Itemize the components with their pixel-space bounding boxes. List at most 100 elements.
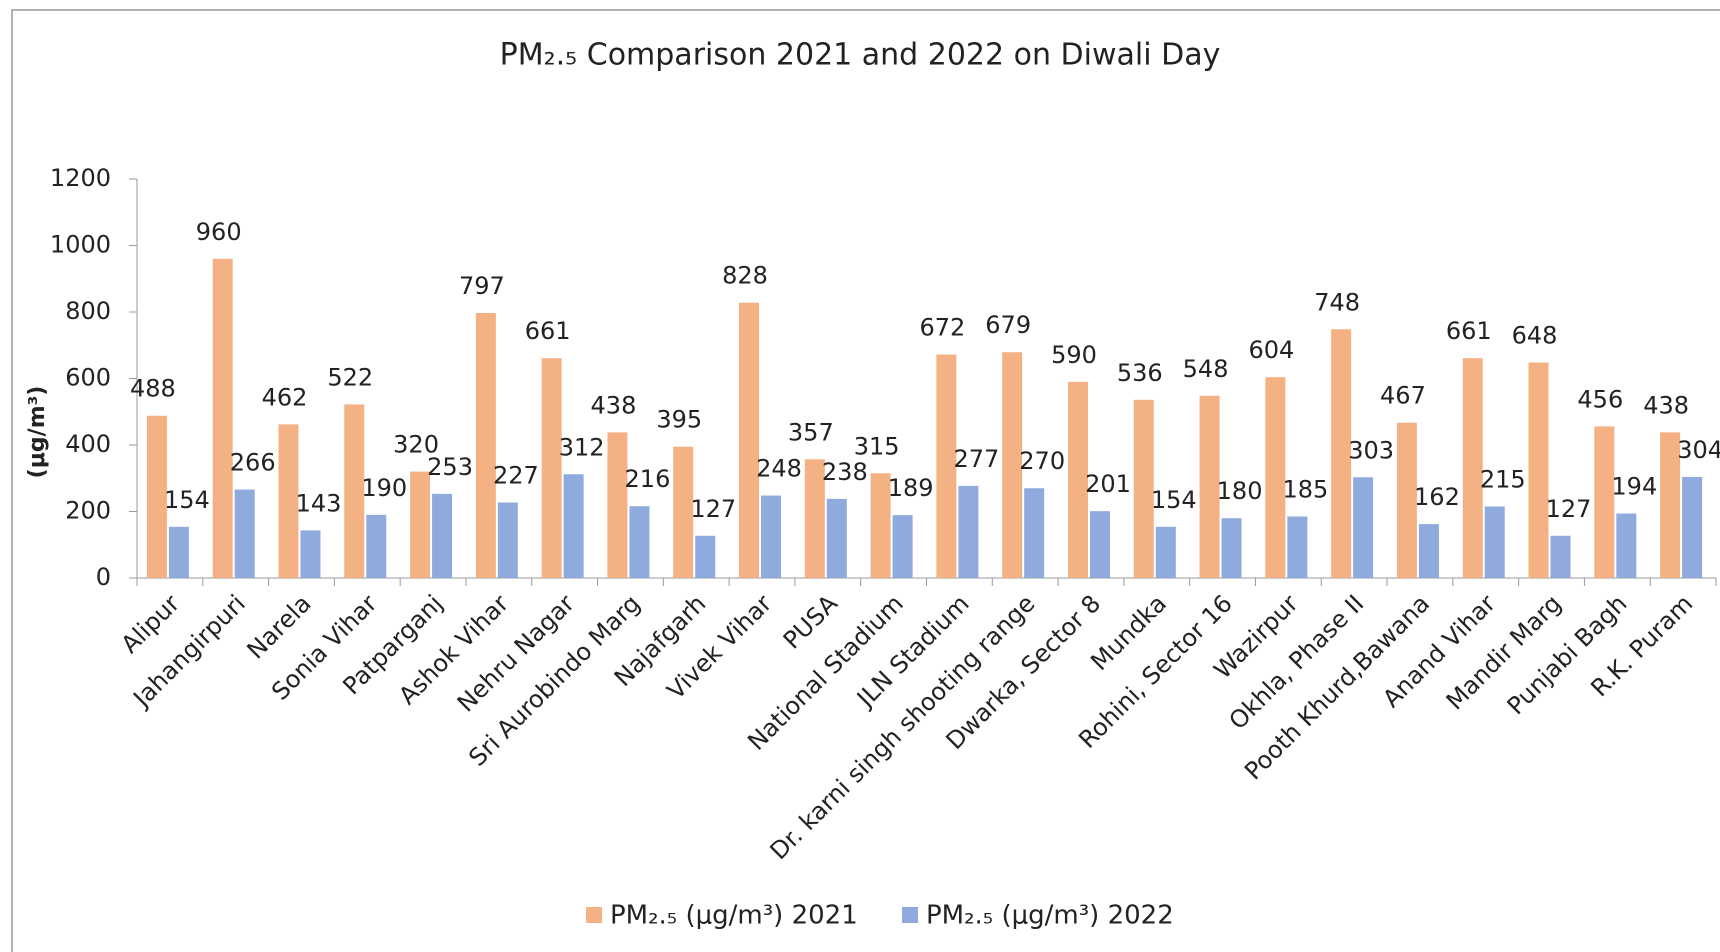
bar [1024, 488, 1045, 578]
bar [673, 446, 694, 578]
data-label: 154 [164, 486, 210, 514]
bar [1594, 426, 1615, 578]
bar [629, 506, 650, 578]
bar [1418, 524, 1439, 578]
bar [1396, 422, 1417, 578]
data-label: 154 [1151, 486, 1197, 514]
data-label: 456 [1577, 385, 1623, 413]
bar [410, 471, 431, 578]
legend-swatch [586, 907, 602, 923]
bar [607, 432, 628, 578]
data-label: 127 [690, 495, 736, 523]
bar [936, 354, 957, 578]
data-label: 162 [1414, 483, 1460, 511]
y-tick-label: 0 [96, 563, 111, 591]
bar [300, 530, 321, 578]
bar [1353, 477, 1374, 578]
x-tick-label: Mandir Marg [1441, 589, 1567, 715]
bar [541, 358, 562, 578]
x-tick-label: JLN Stadium [850, 589, 974, 713]
legend-label: PM₂.₅ (μg/m³) 2021 [610, 901, 858, 931]
bar [1528, 362, 1549, 578]
bar [344, 404, 365, 578]
data-label: 467 [1380, 382, 1426, 410]
y-tick-label: 600 [65, 364, 111, 392]
bar [475, 312, 496, 578]
data-label: 180 [1217, 477, 1263, 505]
data-label: 201 [1085, 470, 1131, 498]
data-label: 189 [888, 474, 934, 502]
data-label: 522 [327, 363, 373, 391]
data-label: 648 [1512, 322, 1558, 350]
data-label: 661 [1446, 317, 1492, 345]
data-label: 536 [1117, 359, 1163, 387]
chart-title: PM₂.₅ Comparison 2021 and 2022 on Diwali… [500, 38, 1221, 73]
bar [958, 485, 979, 578]
bar [761, 495, 782, 578]
data-label: 797 [459, 272, 505, 300]
bar [146, 415, 167, 578]
data-label: 661 [525, 317, 571, 345]
bar [1682, 476, 1703, 578]
data-label: 315 [854, 432, 900, 460]
data-label: 548 [1183, 355, 1229, 383]
bar [1133, 399, 1154, 578]
bar [1155, 526, 1176, 578]
data-label: 679 [985, 311, 1031, 339]
bar [1265, 377, 1286, 578]
legend-swatch [902, 907, 918, 923]
y-tick-label: 400 [65, 430, 111, 458]
data-label: 320 [393, 431, 439, 459]
y-tick-label: 200 [65, 497, 111, 525]
bar [1067, 381, 1088, 578]
data-label: 462 [262, 383, 308, 411]
bar [1002, 352, 1023, 578]
data-label: 828 [722, 262, 768, 290]
data-label: 488 [130, 375, 176, 403]
bar [1331, 329, 1352, 578]
bar [1287, 516, 1308, 578]
data-label: 357 [788, 418, 834, 446]
bar [366, 514, 387, 578]
bar [739, 302, 760, 578]
data-label: 185 [1282, 475, 1328, 503]
y-axis-label: (μg/m³) [25, 386, 50, 479]
data-label: 127 [1546, 495, 1592, 523]
data-label: 266 [230, 449, 276, 477]
bar [1660, 432, 1681, 578]
y-tick-label: 1000 [50, 231, 111, 259]
data-label: 194 [1611, 472, 1657, 500]
bar [1221, 518, 1242, 578]
bar [168, 526, 189, 578]
legend-label: PM₂.₅ (μg/m³) 2022 [926, 901, 1174, 931]
data-label: 253 [427, 453, 473, 481]
bar [892, 515, 913, 578]
bar [695, 535, 716, 578]
bar [1462, 358, 1483, 578]
data-label: 215 [1480, 466, 1526, 494]
data-label: 672 [919, 314, 965, 342]
bar [1550, 535, 1571, 578]
bar [804, 459, 825, 578]
data-label: 395 [656, 406, 702, 434]
bar [497, 502, 518, 578]
data-label: 748 [1314, 288, 1360, 316]
data-label: 143 [296, 489, 342, 517]
bar [1089, 511, 1110, 578]
data-label: 304 [1677, 436, 1720, 464]
data-label: 277 [953, 445, 999, 473]
bar [432, 493, 453, 578]
bar [278, 424, 299, 578]
data-label: 248 [756, 455, 802, 483]
data-label: 438 [1643, 391, 1689, 419]
bar [234, 489, 255, 578]
data-label: 590 [1051, 341, 1097, 369]
data-label: 312 [559, 433, 605, 461]
bar [1484, 506, 1505, 578]
bar [1616, 513, 1637, 578]
bar [1199, 395, 1220, 578]
data-label: 303 [1348, 436, 1394, 464]
bar [563, 474, 584, 578]
bar [826, 498, 847, 578]
